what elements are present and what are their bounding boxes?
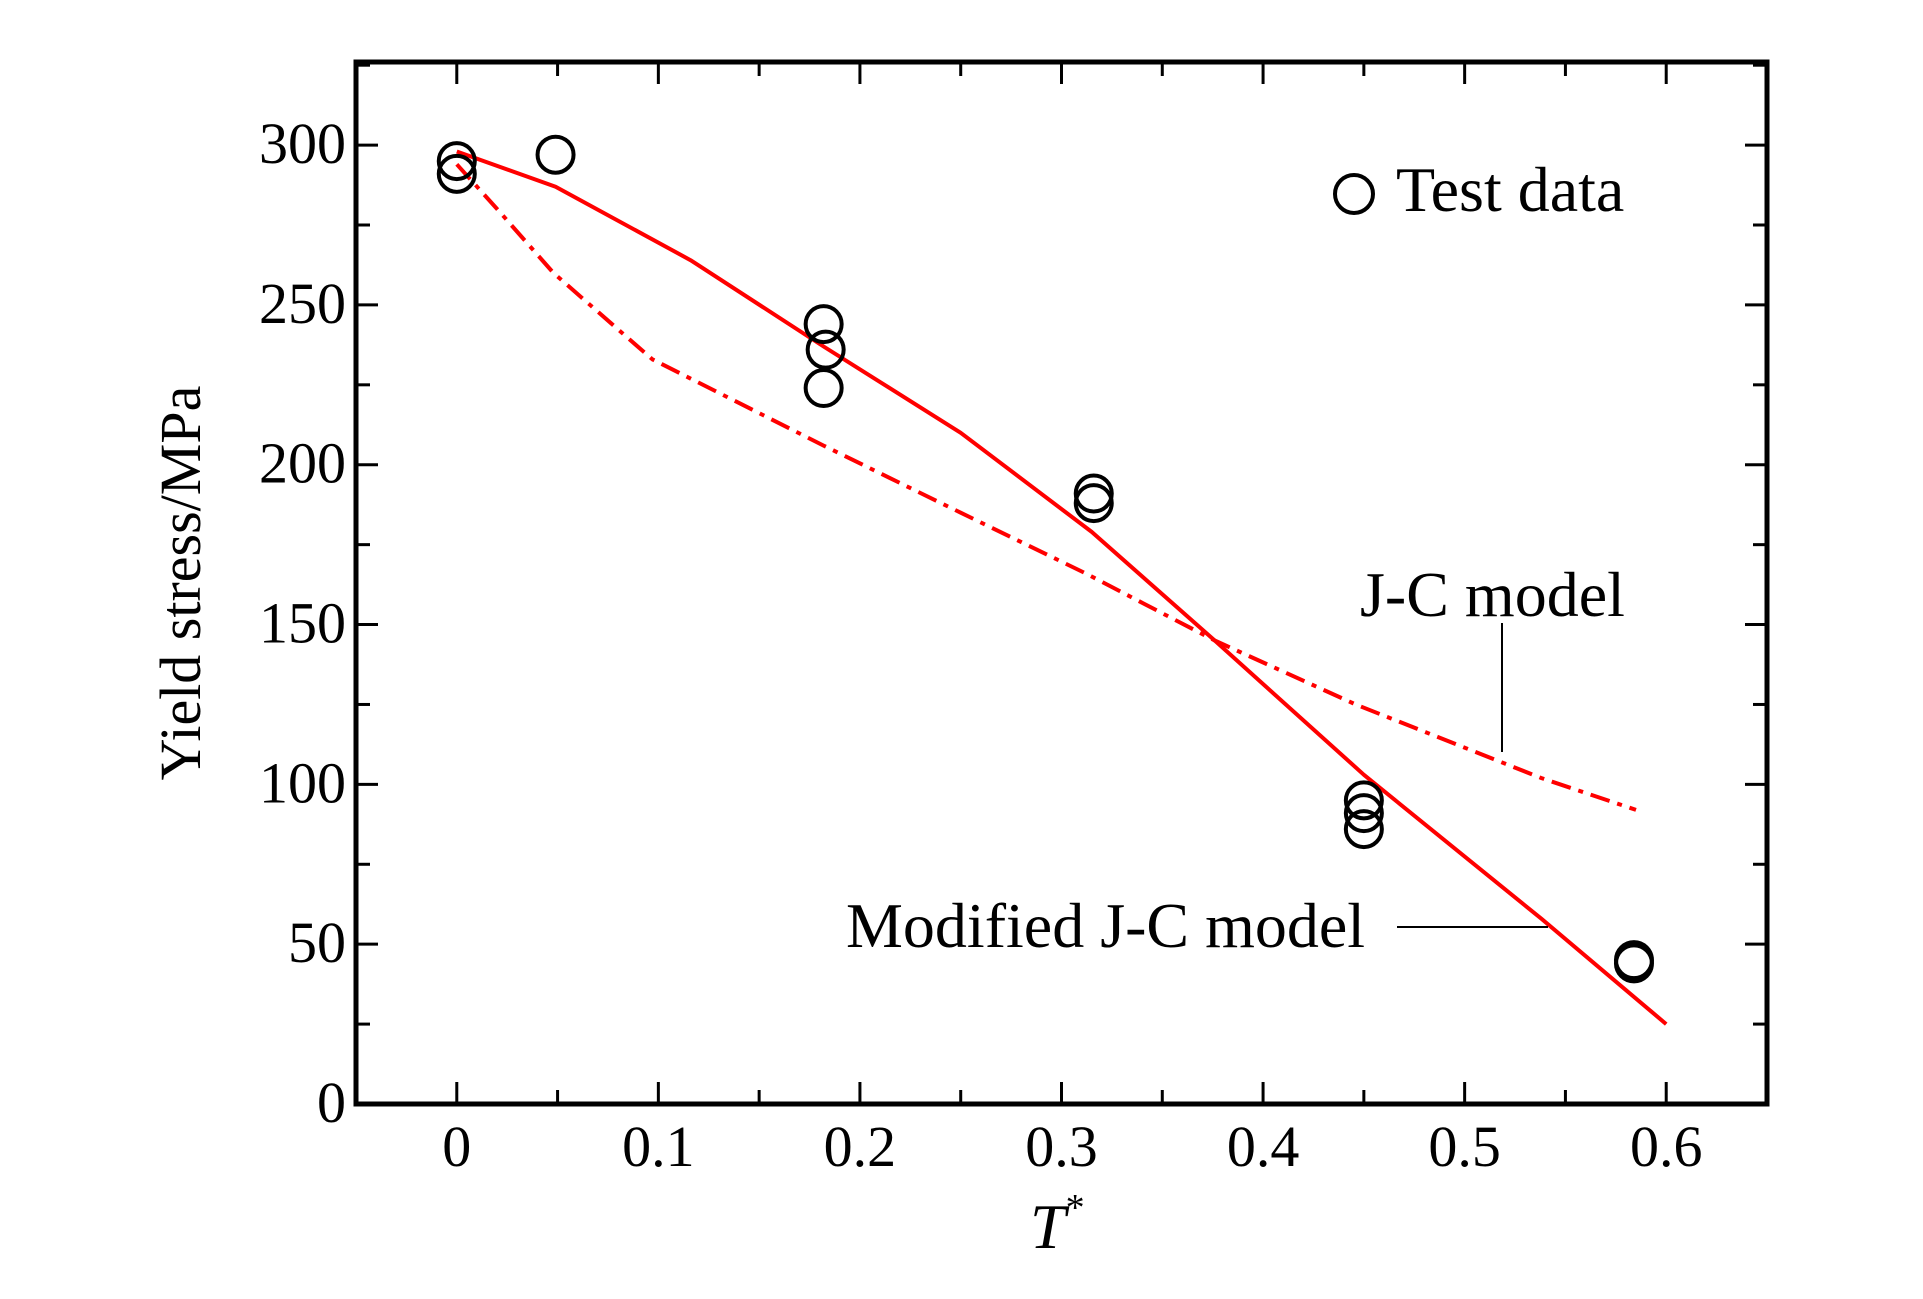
- y-tick-label: 50: [288, 910, 346, 975]
- y-tick-label: 200: [259, 431, 346, 496]
- y-tick-label: 300: [259, 111, 346, 176]
- legend: Test data: [1333, 154, 1624, 225]
- y-tick-label: 250: [259, 271, 346, 336]
- annotation-modified-jc-model-label: Modified J-C model: [846, 890, 1365, 961]
- model-curves: [455, 149, 1668, 1026]
- test-data-point: [1613, 940, 1654, 981]
- legend-label: Test data: [1396, 154, 1624, 225]
- axis-tick-labels: 0 0.1 0.2 0.3 0.4 0.5 0.6 0 50 100 150 200 250 300: [259, 111, 1702, 1179]
- test-data-point: [1343, 780, 1384, 821]
- jc-model-line: [455, 162, 1637, 812]
- test-data-point: [1613, 943, 1654, 984]
- test-data-points: [436, 134, 1654, 984]
- test-data-point: [1073, 473, 1114, 514]
- x-tick-label: 0.3: [1025, 1114, 1098, 1179]
- plot-frame: [353, 59, 1770, 1107]
- test-data-point: [436, 153, 477, 194]
- x-tick-label: 0.4: [1227, 1114, 1300, 1179]
- test-data-point: [436, 141, 477, 182]
- test-data-point: [803, 304, 844, 345]
- x-axis-label-main: T: [1030, 1191, 1070, 1262]
- x-tick-label: 0: [442, 1114, 471, 1179]
- y-tick-label: 100: [259, 750, 346, 815]
- x-tick-label: 0.1: [622, 1114, 695, 1179]
- annotation-modified-jc-model: Modified J-C model: [846, 890, 1548, 961]
- test-data-point: [805, 329, 846, 370]
- y-tick-label: 0: [317, 1070, 346, 1135]
- legend-marker-icon: [1333, 173, 1375, 215]
- test-data-point: [535, 134, 576, 175]
- annotation-jc-model: J-C model: [1360, 559, 1625, 752]
- y-tick-label: 150: [259, 591, 346, 656]
- test-data-point: [803, 368, 844, 409]
- x-axis-label: T*: [1030, 1187, 1085, 1262]
- x-tick-label: 0.5: [1428, 1114, 1501, 1179]
- test-data-point: [1343, 809, 1384, 850]
- modified-jc-model-line: [456, 149, 1668, 1026]
- test-data-point: [1073, 483, 1114, 524]
- x-tick-label: 0.2: [824, 1114, 897, 1179]
- test-data-point: [1343, 793, 1384, 834]
- annotation-jc-model-label: J-C model: [1360, 559, 1625, 630]
- x-tick-label: 0.6: [1630, 1114, 1703, 1179]
- x-axis-label-superscript: *: [1066, 1187, 1085, 1229]
- y-axis-label: Yield stress/MPa: [148, 386, 213, 781]
